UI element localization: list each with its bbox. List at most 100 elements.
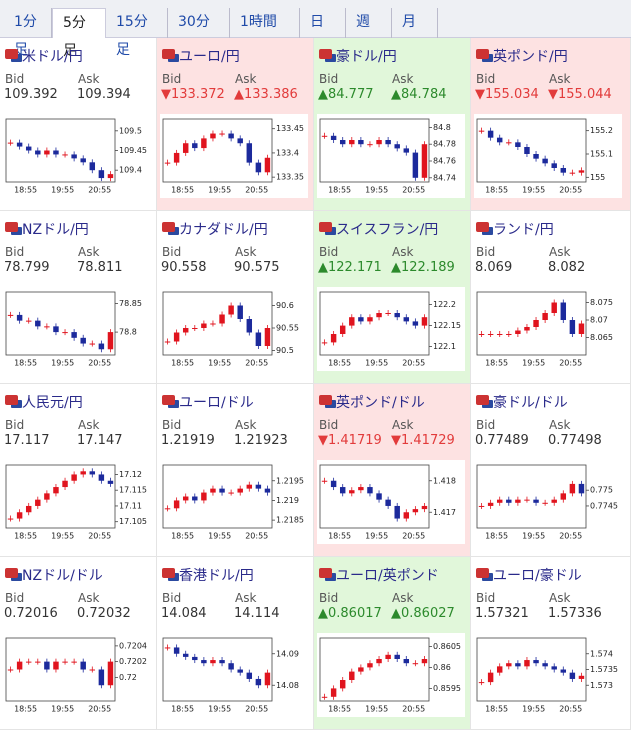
ask-value: 1.57336 — [548, 606, 602, 621]
candle-body — [551, 666, 557, 670]
bid-value: ▼155.034 — [475, 87, 539, 102]
x-tick-label: 19:55 — [208, 705, 231, 714]
candle-body — [330, 480, 337, 488]
candle-body — [542, 663, 548, 667]
y-tick-label: 133.45 — [276, 124, 304, 133]
candle-body — [182, 496, 189, 501]
candle-body — [210, 323, 216, 325]
x-tick-label: 20:55 — [88, 359, 111, 368]
x-tick-label: 20:55 — [88, 705, 111, 714]
flag-icon — [476, 568, 489, 578]
y-tick-label: 109.4 — [119, 166, 142, 175]
candle-body — [98, 669, 105, 686]
mini-chart: 84.8 84.78 84.76 84.74 18:55 19:55 20:55 — [317, 114, 465, 198]
candle-body — [412, 321, 419, 326]
pair-name[interactable]: 香港ドル/円 — [179, 568, 254, 584]
y-tick-label: 14.08 — [276, 681, 299, 690]
pair-name[interactable]: 豪ドル/ドル — [493, 395, 568, 411]
pair-name[interactable]: 米ドル/円 — [22, 49, 83, 65]
pair-name[interactable]: 英ポンド/円 — [493, 49, 568, 65]
pair-name[interactable]: スイスフラン/円 — [336, 222, 439, 238]
pair-name[interactable]: ユーロ/円 — [179, 49, 240, 65]
y-tick-label: 84.8 — [433, 123, 451, 132]
rate-cell: 豪ドル/ドル Bid Ask 0.77489 0.77498 0.775 0.7745 18:… — [471, 384, 631, 557]
rate-cell: 香港ドル/円 Bid Ask 14.084 14.114 14.09 14.08 18:55 1… — [157, 557, 314, 730]
x-tick-label: 19:55 — [522, 359, 545, 368]
bid-value: 109.392 — [4, 87, 58, 102]
candle-body — [569, 483, 576, 494]
bid-label: Bid — [476, 591, 496, 605]
x-tick-label: 19:55 — [365, 532, 388, 541]
candle-body — [219, 660, 225, 664]
chart-background — [474, 114, 622, 198]
candle-body — [62, 154, 68, 156]
tab[interactable]: 30分足 — [168, 8, 230, 58]
flag-icon — [319, 395, 332, 405]
candle-body — [506, 334, 512, 335]
tab[interactable]: 1分足 — [4, 8, 52, 58]
plot-frame — [476, 118, 587, 183]
candle-body — [330, 688, 337, 697]
pair-name[interactable]: ユーロ/英ポンド — [336, 568, 439, 584]
y-tick-label: 1.2195 — [276, 476, 304, 485]
pair-name[interactable]: NZドル/ドル — [22, 568, 103, 584]
flag-icon — [319, 49, 332, 59]
ask-label: Ask — [78, 72, 100, 86]
tab[interactable]: 日足 — [300, 8, 346, 58]
candle-body — [98, 474, 105, 481]
tab[interactable]: 月足 — [392, 8, 438, 58]
pair-name[interactable]: NZドル/円 — [22, 222, 89, 238]
candle-body — [330, 334, 337, 343]
ask-value: 78.811 — [77, 260, 123, 275]
candle-body — [62, 480, 68, 488]
tab[interactable]: 週足 — [346, 8, 392, 58]
x-tick-label: 18:55 — [328, 705, 351, 714]
candle-body — [478, 682, 485, 684]
x-tick-label: 20:55 — [402, 705, 425, 714]
candle-body — [394, 144, 400, 149]
candle-body — [237, 669, 243, 673]
candle-body — [385, 313, 391, 314]
chart-background — [317, 633, 465, 717]
candle-body — [89, 162, 96, 171]
candle-body — [98, 343, 105, 350]
ask-label: Ask — [235, 418, 257, 432]
candle-body — [330, 135, 337, 140]
y-tick-label: 109.45 — [119, 146, 147, 155]
pair-name[interactable]: 豪ドル/円 — [336, 49, 397, 65]
tab[interactable]: 5分足 — [52, 8, 106, 59]
pair-name[interactable]: ユーロ/ドル — [179, 395, 254, 411]
x-tick-label: 19:55 — [365, 186, 388, 195]
candle-body — [524, 660, 530, 667]
candle-body — [524, 327, 530, 331]
ask-label: Ask — [235, 591, 257, 605]
bid-value: 8.069 — [475, 260, 513, 275]
bid-value: ▲122.171 — [318, 260, 382, 275]
candle-body — [255, 332, 262, 346]
plot-frame — [319, 637, 430, 702]
candle-body — [578, 675, 585, 679]
ask-label: Ask — [549, 72, 571, 86]
pair-name[interactable]: ユーロ/豪ドル — [493, 568, 582, 584]
x-tick-label: 19:55 — [365, 359, 388, 368]
candle-body — [173, 332, 180, 342]
pair-name[interactable]: 人民元/円 — [22, 395, 83, 411]
mini-chart: 90.6 90.55 90.5 18:55 19:55 20:55 — [160, 287, 308, 371]
candle-body — [35, 150, 41, 155]
bid-label: Bid — [476, 418, 496, 432]
tab[interactable]: 15分足 — [106, 8, 168, 58]
tab[interactable]: 1時間足 — [230, 8, 300, 58]
candle-body — [376, 313, 382, 318]
pair-name[interactable]: カナダドル/円 — [179, 222, 268, 238]
ask-label: Ask — [78, 591, 100, 605]
candle-body — [80, 471, 86, 475]
candle-body — [321, 135, 328, 137]
flag-icon — [476, 395, 489, 405]
flag-icon — [476, 222, 489, 232]
candle-body — [192, 143, 198, 149]
bid-value: 90.558 — [161, 260, 207, 275]
bid-value: ▲0.86017 — [318, 606, 382, 621]
mini-chart: 8.075 8.07 8.065 18:55 19:55 20:55 — [474, 287, 622, 371]
pair-name[interactable]: 英ポンド/ドル — [336, 395, 425, 411]
pair-name[interactable]: ランド/円 — [493, 222, 554, 238]
